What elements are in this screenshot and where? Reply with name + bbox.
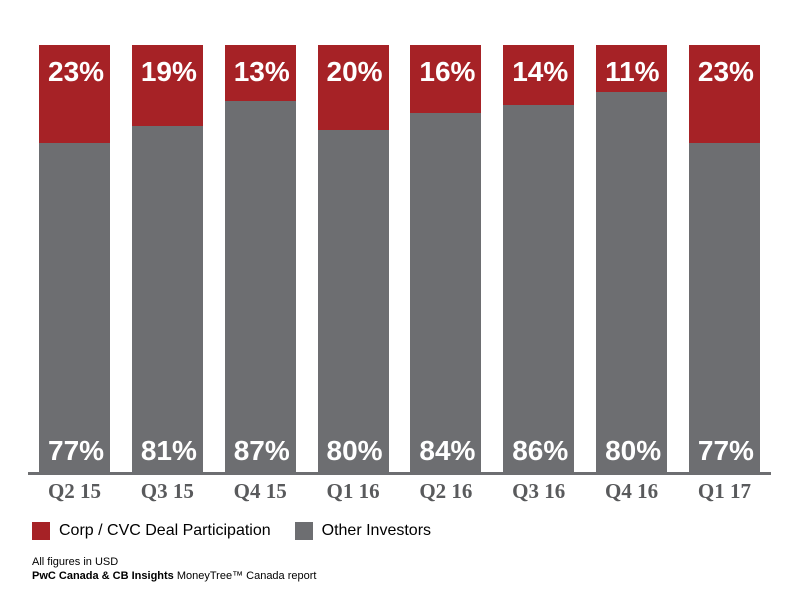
bar-q1-16: 20% 80% (317, 45, 389, 472)
bar-value-label-other-investors: 84% (419, 434, 476, 466)
bar-segment-corp-cvc: 19% (131, 45, 203, 127)
bar-q4-15: 13% 87% (224, 45, 296, 472)
bar-segment-other-investors: 81% (131, 126, 203, 472)
bar-value-label-other-investors: 81% (140, 434, 197, 466)
legend-item: Corp / CVC Deal Participation (32, 522, 271, 540)
legend-swatch-icon (294, 522, 313, 540)
bar-value-label-corp-cvc: 20% (326, 56, 383, 87)
bar-q3-16: 14% 86% (503, 45, 575, 472)
legend-label: Other Investors (321, 522, 432, 539)
bar-segment-other-investors: 77% (688, 143, 760, 472)
bar-value-label-corp-cvc: 16% (419, 56, 476, 87)
legend: Corp / CVC Deal Participation Other Inves… (32, 522, 431, 540)
bar-value-label-corp-cvc: 14% (512, 56, 569, 87)
bar-segment-other-investors: 87% (224, 100, 296, 472)
bar-segment-corp-cvc: 23% (688, 45, 760, 144)
bar-value-label-corp-cvc: 19% (140, 56, 197, 87)
bar-value-label-other-investors: 77% (697, 434, 754, 466)
bar-segment-other-investors: 84% (410, 113, 482, 472)
bar-value-label-corp-cvc: 23% (697, 56, 754, 87)
bar-segment-other-investors: 80% (317, 130, 389, 472)
bar-value-label-other-investors: 87% (233, 434, 290, 466)
bar-q4-16: 11% 80% (596, 45, 668, 472)
bars-container: 23% 77% 19% 81% 13% 87% 20% 80% 16% 84% 14% 86% 11% 8… (28, 45, 771, 472)
bar-value-label-other-investors: 77% (48, 434, 105, 466)
bar-q2-15: 23% 77% (39, 45, 110, 472)
bar-segment-corp-cvc: 20% (317, 45, 389, 131)
bar-segment-other-investors: 80% (596, 91, 668, 472)
x-axis-labels: Q2 15 Q3 15 Q4 15 Q1 16 Q2 16 Q3 16 Q4 16 Q1 17 (28, 479, 771, 504)
bar-segment-other-investors: 86% (503, 104, 575, 472)
footer-line-1: All figures in USD (32, 556, 119, 568)
bar-segment-corp-cvc: 16% (410, 45, 482, 114)
bar-q2-16: 16% 84% (410, 45, 482, 472)
source-note: All figures in USD PwC Canada & CB Insig… (32, 555, 316, 583)
bar-value-label-other-investors: 86% (512, 434, 569, 466)
x-axis-tick-label: Q2 16 (419, 479, 473, 503)
footer-line-2: PwC Canada & CB Insights MoneyTree™ Cana… (32, 569, 316, 583)
legend-label: Corp / CVC Deal Participation (59, 522, 271, 539)
x-axis-tick-label: Q3 15 (140, 479, 194, 503)
bar-value-label-corp-cvc: 13% (233, 56, 290, 87)
x-axis-tick-label: Q2 15 (47, 479, 102, 503)
legend-item: Other Investors (294, 522, 432, 540)
bar-segment-other-investors: 77% (39, 143, 110, 472)
stacked-bar-chart: 23% 77% 19% 81% 13% 87% 20% 80% 16% 84% 14% 86% 11% 8… (28, 45, 771, 475)
bar-segment-corp-cvc: 23% (39, 45, 110, 144)
x-axis-tick-label: Q1 17 (697, 479, 751, 503)
x-axis-tick-label: Q4 16 (605, 479, 659, 503)
x-axis-tick-label: Q3 16 (512, 479, 566, 503)
bar-value-label-corp-cvc: 23% (48, 56, 105, 87)
bar-value-label-other-investors: 80% (605, 434, 662, 466)
footer-source-bold: PwC Canada & CB Insights (32, 570, 174, 582)
bar-q3-15: 19% 81% (131, 45, 203, 472)
legend-swatch-icon (32, 522, 50, 540)
bar-value-label-corp-cvc: 11% (605, 56, 660, 87)
bar-q1-17: 23% 77% (688, 45, 760, 472)
bar-segment-corp-cvc: 14% (503, 45, 575, 105)
bar-value-label-other-investors: 80% (326, 434, 383, 466)
bar-segment-corp-cvc: 13% (224, 45, 296, 101)
x-axis-tick-label: Q4 15 (233, 479, 287, 503)
x-axis-tick-label: Q1 16 (326, 479, 380, 503)
bar-segment-corp-cvc: 11% (596, 45, 668, 92)
footer-source-rest: MoneyTree™ Canada report (173, 570, 317, 582)
